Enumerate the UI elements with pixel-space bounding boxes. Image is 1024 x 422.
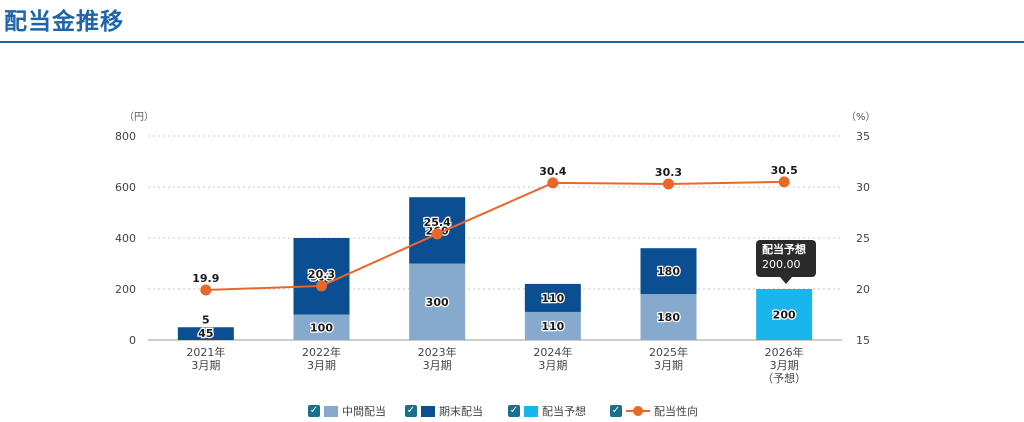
checkbox-icon[interactable]: ✓	[308, 405, 320, 417]
bar-期末配当	[640, 248, 697, 295]
bar-value-label: 100	[310, 321, 333, 334]
legend-item-payout-ratio[interactable]: ✓ 配当性向	[610, 403, 698, 419]
x-tick-label: 2026年	[765, 345, 804, 359]
legend: ✓ 中間配当 ✓ 期末配当 ✓ 配当予想 ✓ 配当性向	[0, 403, 1024, 421]
payout-ratio-point	[431, 228, 443, 240]
page-title: 配当金推移	[4, 9, 124, 35]
x-tick-label: 2024年	[533, 345, 572, 359]
tooltip-arrow	[780, 277, 792, 284]
legend-item-forecast[interactable]: ✓ 配当予想	[508, 403, 586, 419]
bar-value-label: 300	[426, 296, 449, 309]
bar-中間配当	[293, 314, 350, 340]
bar-value-label: 110	[541, 320, 564, 333]
x-tick-label: 3月期	[423, 359, 452, 372]
legend-label: 配当性向	[654, 405, 698, 418]
payout-ratio-point	[316, 280, 327, 292]
bar-期末配当	[524, 283, 581, 312]
x-tick-label: （予想）	[762, 371, 806, 385]
legend-item-interim[interactable]: ✓ 中間配当	[308, 403, 386, 419]
x-tick-label: 3月期	[307, 359, 336, 372]
x-tick-label: 2022年	[302, 345, 341, 359]
y-left-tick-label: 400	[115, 232, 136, 245]
legend-swatch	[626, 405, 650, 417]
bar-中間配当	[524, 311, 581, 340]
bar-中間配当	[640, 294, 697, 340]
x-tick-label: 3月期	[654, 359, 683, 372]
payout-ratio-point	[547, 177, 559, 189]
payout-ratio-label: 19.9	[192, 272, 219, 285]
payout-ratio-point	[778, 176, 790, 188]
y-left-tick-label: 600	[115, 181, 136, 194]
x-tick-label: 3月期	[538, 359, 567, 372]
x-tick-label: 2023年	[418, 345, 457, 359]
x-tick-label: 2021年	[186, 345, 225, 359]
x-tick-label: 3月期	[770, 359, 799, 372]
legend-swatch	[324, 405, 338, 417]
y-right-tick-label: 30	[856, 181, 870, 194]
x-tick-label: 3月期	[191, 359, 220, 372]
payout-ratio-label: 25.4	[424, 216, 451, 229]
bar-value-label: 5	[202, 313, 210, 326]
legend-label: 中間配当	[342, 405, 386, 418]
y-left-tick-label: 200	[115, 283, 136, 296]
bar-期末配当	[293, 238, 350, 315]
legend-label: 配当予想	[542, 405, 586, 418]
y-right-tick-label: 15	[856, 334, 870, 347]
bar-value-label: 45	[198, 327, 213, 340]
bar-value-label: 200	[773, 309, 796, 322]
y-right-tick-label: 20	[856, 283, 870, 296]
tooltip: 配当予想 200.00	[756, 240, 816, 277]
y-left-tick-label: 0	[129, 334, 136, 347]
legend-label: 期末配当	[439, 405, 483, 418]
tooltip-title: 配当予想	[762, 243, 806, 256]
bar-value-label: 180	[657, 265, 680, 278]
checkbox-icon[interactable]: ✓	[405, 405, 417, 417]
checkbox-icon[interactable]: ✓	[610, 405, 622, 417]
y-left-tick-label: 800	[115, 130, 136, 143]
dividend-chart: 0 200 400 600 800 15 20 25 30 35 （円） （%） 545 100 300 30…	[115, 111, 876, 385]
legend-item-yearend[interactable]: ✓ 期末配当	[405, 403, 483, 419]
legend-swatch	[524, 405, 538, 417]
payout-ratio-label: 30.4	[539, 165, 566, 178]
y-right-tick-label: 25	[856, 232, 870, 245]
checkbox-icon[interactable]: ✓	[508, 405, 520, 417]
bar-value-label: 110	[541, 292, 564, 305]
y-right-unit: （%）	[846, 111, 876, 123]
payout-ratio-line	[205, 180, 785, 292]
payout-ratio-point	[663, 178, 674, 190]
bar-value-label: 300	[310, 270, 333, 283]
tooltip-value: 200.00	[762, 258, 801, 271]
payout-ratio-point	[200, 284, 212, 296]
y-left-unit: （円）	[124, 111, 154, 123]
bar-value-label: 180	[657, 311, 680, 324]
bar-中間配当	[409, 263, 466, 340]
y-right-tick-label: 35	[856, 130, 870, 143]
title-divider	[0, 41, 1024, 43]
bar-配当予想	[756, 289, 813, 340]
payout-ratio-label: 30.3	[655, 166, 682, 179]
bar-期末配当	[177, 327, 234, 340]
legend-swatch	[421, 405, 435, 417]
payout-ratio-label: 20.3	[308, 268, 335, 281]
x-tick-label: 2025年	[649, 345, 688, 359]
payout-ratio-label: 30.5	[771, 164, 798, 177]
